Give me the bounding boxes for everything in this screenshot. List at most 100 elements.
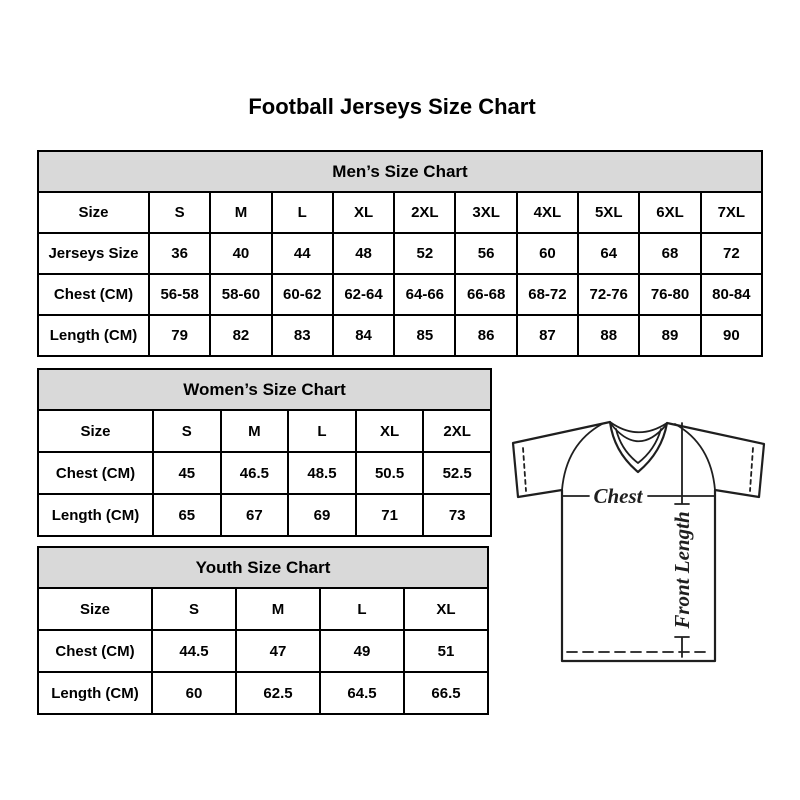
youth-table-title: Youth Size Chart	[37, 546, 489, 589]
value-cell: 64.5	[319, 671, 405, 715]
value-cell: 64	[577, 232, 641, 275]
front-length-label: Front Length	[670, 511, 694, 629]
row-header-cell: Chest (CM)	[37, 451, 154, 495]
value-cell: 40	[209, 232, 273, 275]
chest-label: Chest	[593, 484, 643, 508]
value-cell: 66.5	[403, 671, 489, 715]
table-title-row: Youth Size Chart	[37, 546, 489, 589]
row-header-cell: Chest (CM)	[37, 273, 150, 316]
value-cell: 47	[235, 629, 321, 673]
table-row: Size S M L XL 2XL 3XL 4XL 5XL 6XL 7XL	[37, 191, 764, 234]
value-cell: 86	[454, 314, 518, 357]
value-cell: 60	[515, 232, 580, 275]
value-cell: 46.5	[219, 451, 290, 495]
value-cell: 44	[270, 232, 334, 275]
value-cell: 5XL	[577, 191, 641, 234]
value-cell: 49	[319, 629, 405, 673]
value-cell: 89	[638, 314, 702, 357]
value-cell: 4XL	[515, 191, 580, 234]
value-cell: XL	[354, 409, 425, 453]
womens-size-table: Women’s Size Chart Size S M L XL 2XL Chest (CM…	[37, 368, 492, 537]
row-header-cell: Size	[37, 409, 154, 453]
jersey-outline	[511, 420, 766, 663]
row-header-cell: Size	[37, 587, 153, 631]
table-row: Chest (CM) 56-58 58-60 60-62 62-64 64-66 66-68…	[37, 273, 764, 316]
value-cell: 2XL	[422, 409, 492, 453]
page-title: Football Jerseys Size Chart	[248, 94, 536, 119]
value-cell: 73	[422, 493, 492, 537]
value-cell: 68-72	[515, 273, 580, 316]
mens-table-title: Men’s Size Chart	[37, 150, 763, 193]
value-cell: S	[151, 587, 237, 631]
value-cell: L	[319, 587, 405, 631]
value-cell: 84	[331, 314, 396, 357]
table-row: Length (CM) 65 67 69 71 73	[37, 493, 492, 537]
value-cell: 80-84	[699, 273, 764, 316]
jersey-measurement-diagram: Chest Front Length	[511, 420, 766, 663]
value-cell: 72-76	[577, 273, 641, 316]
value-cell: 52	[393, 232, 457, 275]
value-cell: 68	[638, 232, 702, 275]
value-cell: 6XL	[638, 191, 702, 234]
value-cell: 88	[577, 314, 641, 357]
row-header-cell: Chest (CM)	[37, 629, 153, 673]
table-title-row: Women’s Size Chart	[37, 368, 492, 411]
value-cell: S	[152, 409, 222, 453]
row-header-cell: Length (CM)	[37, 671, 153, 715]
value-cell: 79	[147, 314, 212, 357]
table-row: Chest (CM) 45 46.5 48.5 50.5 52.5	[37, 451, 492, 495]
value-cell: 2XL	[393, 191, 457, 234]
value-cell: 64-66	[393, 273, 457, 316]
collar-inner-v	[615, 428, 662, 464]
value-cell: M	[235, 587, 321, 631]
table-row: Jerseys Size 36 40 44 48 52 56 60 64 68 72	[37, 232, 764, 275]
value-cell: M	[209, 191, 273, 234]
value-cell: 44.5	[151, 629, 237, 673]
row-header-cell: Size	[37, 191, 150, 234]
value-cell: 62.5	[235, 671, 321, 715]
value-cell: 72	[699, 232, 764, 275]
womens-table-title: Women’s Size Chart	[37, 368, 492, 411]
value-cell: 56	[454, 232, 518, 275]
right-sleeve-seam	[674, 423, 716, 491]
value-cell: XL	[403, 587, 489, 631]
collar-back-curve	[609, 421, 668, 434]
value-cell: M	[219, 409, 290, 453]
value-cell: 82	[209, 314, 273, 357]
value-cell: XL	[331, 191, 396, 234]
value-cell: 60	[151, 671, 237, 715]
row-header-cell: Jerseys Size	[37, 232, 150, 275]
value-cell: 85	[393, 314, 457, 357]
table-row: Chest (CM) 44.5 47 49 51	[37, 629, 489, 673]
mens-size-table: Men’s Size Chart Size S M L XL 2XL 3XL 4XL 5XL 6X…	[37, 150, 764, 357]
left-cuff-dashed-line	[522, 447, 527, 492]
left-sleeve-seam	[561, 423, 603, 491]
value-cell: 62-64	[331, 273, 396, 316]
value-cell: 76-80	[638, 273, 702, 316]
value-cell: 60-62	[270, 273, 334, 316]
table-row: Length (CM) 79 82 83 84 85 86 87 88 89 90	[37, 314, 764, 357]
table-title-row: Men’s Size Chart	[37, 150, 763, 193]
value-cell: S	[147, 191, 212, 234]
value-cell: 3XL	[454, 191, 518, 234]
right-cuff-dashed-line	[749, 447, 754, 492]
value-cell: 87	[515, 314, 580, 357]
value-cell: 50.5	[354, 451, 425, 495]
row-header-cell: Length (CM)	[37, 314, 150, 357]
value-cell: 52.5	[422, 451, 492, 495]
value-cell: 51	[403, 629, 489, 673]
value-cell: 36	[147, 232, 212, 275]
value-cell: 67	[219, 493, 290, 537]
value-cell: L	[287, 409, 357, 453]
value-cell: L	[270, 191, 334, 234]
table-row: Size S M L XL	[37, 587, 489, 631]
value-cell: 69	[287, 493, 357, 537]
front-length-measure-line	[674, 422, 690, 658]
value-cell: 66-68	[454, 273, 518, 316]
value-cell: 90	[699, 314, 764, 357]
row-header-cell: Length (CM)	[37, 493, 154, 537]
youth-size-table: Youth Size Chart Size S M L XL Chest (CM) 44.5…	[37, 546, 489, 715]
value-cell: 65	[152, 493, 222, 537]
value-cell: 7XL	[699, 191, 764, 234]
table-row: Length (CM) 60 62.5 64.5 66.5	[37, 671, 489, 715]
